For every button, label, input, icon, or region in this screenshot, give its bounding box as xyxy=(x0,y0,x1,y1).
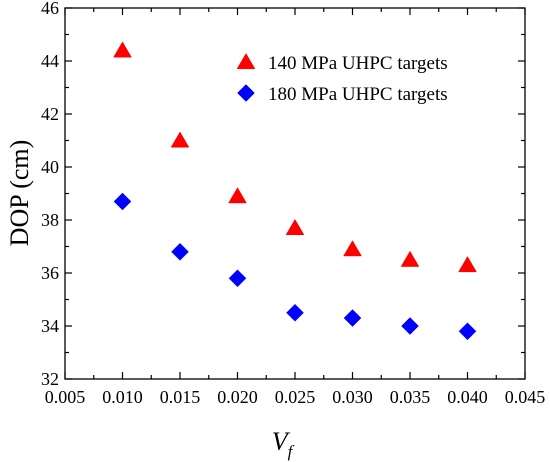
y-tick-label: 46 xyxy=(41,0,59,18)
y-axis-tick-labels: 32 34 36 38 40 42 44 46 xyxy=(41,0,59,389)
legend: 140 MPa UHPC targets 180 MPa UHPC targets xyxy=(236,53,448,105)
x-tick-label: 0.020 xyxy=(217,387,258,407)
data-point-diamond xyxy=(228,269,247,288)
data-point-triangle xyxy=(113,41,132,58)
y-tick-label: 38 xyxy=(41,210,59,230)
x-axis-title-main: V xyxy=(272,427,291,456)
x-tick-label: 0.045 xyxy=(505,387,546,407)
y-tick-label: 34 xyxy=(41,316,59,336)
data-point-triangle xyxy=(170,131,190,148)
data-point-diamond xyxy=(343,309,362,327)
data-point-triangle xyxy=(228,187,247,204)
x-tick-label: 0.010 xyxy=(102,387,143,407)
data-point-diamond xyxy=(286,303,304,322)
legend-marker-triangle xyxy=(236,53,256,70)
y-axis-ticks xyxy=(65,7,525,380)
x-tick-label: 0.040 xyxy=(447,387,488,407)
x-axis-ticks xyxy=(64,8,526,379)
data-point-triangle xyxy=(458,256,477,273)
series-2 xyxy=(113,192,477,341)
data-point-diamond xyxy=(171,242,189,261)
y-tick-label: 32 xyxy=(41,369,59,389)
data-point-triangle xyxy=(285,218,305,235)
data-points xyxy=(113,41,477,341)
x-axis-tick-labels: 0.005 0.010 0.015 0.020 0.025 0.030 0.035 0.040… xyxy=(45,387,546,407)
x-tick-label: 0.030 xyxy=(332,387,373,407)
legend-marker-diamond xyxy=(237,84,255,102)
data-point-triangle xyxy=(400,250,420,267)
data-point-diamond xyxy=(458,322,477,341)
legend-label: 180 MPa UHPC targets xyxy=(268,84,448,105)
data-point-diamond xyxy=(113,192,132,211)
x-axis-title-subscript: f xyxy=(288,442,295,461)
x-tick-label: 0.015 xyxy=(160,387,201,407)
x-axis-title: Vf xyxy=(272,427,295,461)
y-tick-label: 36 xyxy=(41,263,59,283)
x-tick-label: 0.025 xyxy=(275,387,316,407)
data-point-diamond xyxy=(401,317,419,335)
y-tick-label: 40 xyxy=(41,157,59,177)
x-tick-label: 0.035 xyxy=(390,387,431,407)
y-axis-title: DOP (cm) xyxy=(5,140,34,247)
y-tick-label: 44 xyxy=(41,51,59,71)
series-1 xyxy=(113,41,477,273)
x-tick-label: 0.005 xyxy=(45,387,86,407)
legend-label: 140 MPa UHPC targets xyxy=(268,53,448,74)
y-tick-label: 42 xyxy=(41,104,59,124)
data-point-triangle xyxy=(343,240,362,257)
